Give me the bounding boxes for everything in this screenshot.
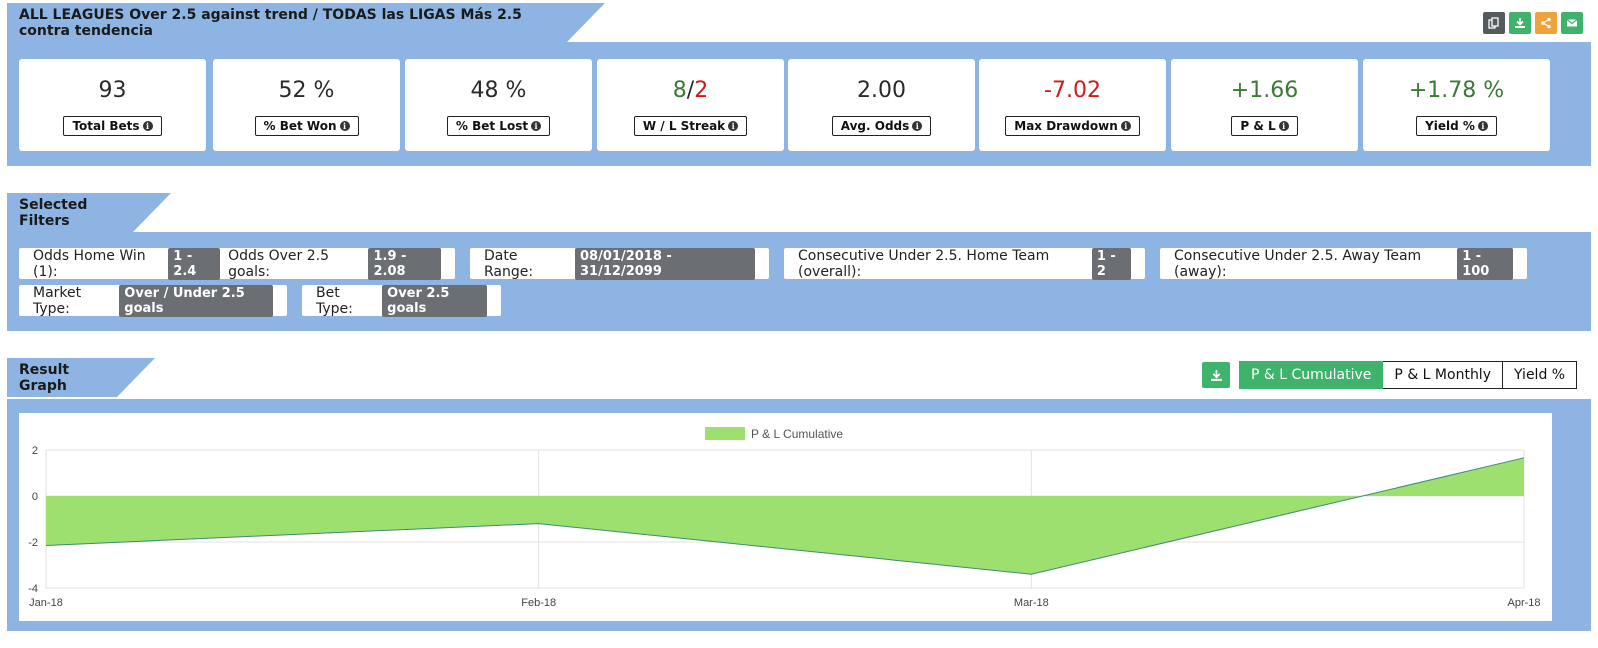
stat-label: % Bet Won <box>263 119 337 133</box>
stat-value: -7.02 <box>1044 78 1101 103</box>
stat-label-button[interactable]: Yield % i <box>1416 116 1497 136</box>
copy-icon[interactable] <box>1483 12 1505 34</box>
filter-value: 1 - 2 <box>1091 247 1131 280</box>
filter-bet-type: Bet Type: Over 2.5 goals <box>302 284 501 317</box>
y-tick-label: -2 <box>28 537 38 549</box>
x-tick-label: Mar-18 <box>1014 597 1049 609</box>
pl-cumulative-chart: 2 0 -2 -4 Jan-18 Feb-18 Mar-18 Apr-18 P & L Cumu… <box>28 427 1541 609</box>
stat-total-bets: 93 Total Bets i <box>19 59 206 151</box>
loss-streak: 2 <box>694 78 709 103</box>
stat-label: Yield % <box>1425 119 1475 133</box>
stat-value: 93 <box>98 78 127 103</box>
stat-label-button[interactable]: % Bet Won i <box>254 116 359 136</box>
tab-pl-cumulative[interactable]: P & L Cumulative <box>1239 361 1384 389</box>
info-icon: i <box>912 121 923 131</box>
download-icon <box>1210 369 1222 381</box>
stat-label: Max Drawdown <box>1014 119 1118 133</box>
info-icon: i <box>1477 121 1488 131</box>
filters-title-text: Selected Filters <box>19 196 88 229</box>
share-icon[interactable] <box>1535 12 1557 34</box>
stat-value: 8/2 <box>673 78 708 104</box>
stat-label-button[interactable]: Total Bets i <box>63 116 162 136</box>
info-icon: i <box>1278 121 1289 131</box>
filter-label: Consecutive Under 2.5. Home Team (overal… <box>798 247 1050 280</box>
graph-download-button[interactable] <box>1202 362 1230 388</box>
filter-label: Odds Over 2.5 goals: <box>228 247 330 280</box>
series-area <box>46 457 1524 575</box>
stat-value: 2.00 <box>857 78 906 103</box>
info-icon: i <box>339 121 350 131</box>
stat-value: 52 % <box>278 78 335 103</box>
stat-label: % Bet Lost <box>455 119 529 133</box>
streak-separator: / <box>686 78 695 103</box>
page-title-text: ALL LEAGUES Over 2.5 against trend / TOD… <box>19 6 522 39</box>
info-icon: i <box>531 121 542 131</box>
stat-wl-streak: 8/2 W / L Streak i <box>597 59 784 151</box>
filter-label: Consecutive Under 2.5. Away Team (away): <box>1174 247 1422 280</box>
stat-label: W / L Streak <box>642 119 726 133</box>
stat-label: Avg. Odds <box>840 119 910 133</box>
x-tick-label: Feb-18 <box>521 597 556 609</box>
email-icon[interactable] <box>1561 12 1583 34</box>
x-tick-label: Apr-18 <box>1507 597 1540 609</box>
stat-value: +1.78 % <box>1408 78 1505 103</box>
graph-title: Result Graph <box>7 358 155 397</box>
stat-label-button[interactable]: Avg. Odds i <box>831 116 932 136</box>
filter-value: 1.9 - 2.08 <box>368 247 441 280</box>
info-icon: i <box>1120 121 1131 131</box>
chart-container: 2 0 -2 -4 Jan-18 Feb-18 Mar-18 Apr-18 P & L Cumu… <box>19 413 1552 621</box>
filter-date-range: Date Range: 08/01/2018 - 31/12/2099 <box>470 247 769 280</box>
filter-market-type: Market Type: Over / Under 2.5 goals <box>19 284 287 317</box>
filter-label: Odds Home Win (1): <box>33 247 146 280</box>
stat-label: P & L <box>1240 119 1276 133</box>
page-title: ALL LEAGUES Over 2.5 against trend / TOD… <box>7 3 605 42</box>
filter-consecutive-home: Consecutive Under 2.5. Home Team (overal… <box>784 247 1145 280</box>
filter-label: Market Type: <box>33 284 82 317</box>
stat-max-drawdown: -7.02 Max Drawdown i <box>979 59 1166 151</box>
filter-consecutive-away: Consecutive Under 2.5. Away Team (away):… <box>1160 247 1527 280</box>
stat-bet-won: 52 % % Bet Won i <box>213 59 400 151</box>
graph-mode-selector: P & L Cumulative P & L Monthly Yield % <box>1239 361 1578 389</box>
tab-pl-monthly[interactable]: P & L Monthly <box>1383 361 1503 389</box>
info-icon: i <box>728 121 739 131</box>
win-streak: 8 <box>672 78 687 103</box>
legend-swatch <box>705 427 745 440</box>
tab-yield[interactable]: Yield % <box>1503 361 1578 389</box>
y-tick-label: 2 <box>32 445 38 457</box>
filter-label: Date Range: <box>484 247 534 280</box>
download-icon[interactable] <box>1509 12 1531 34</box>
stat-avg-odds: 2.00 Avg. Odds i <box>788 59 975 151</box>
stat-yield: +1.78 % Yield % i <box>1363 59 1550 151</box>
stat-bet-lost: 48 % % Bet Lost i <box>405 59 592 151</box>
y-tick-label: -4 <box>28 583 38 595</box>
header-actions <box>1483 12 1583 34</box>
stat-value: 48 % <box>470 78 527 103</box>
stat-label-button[interactable]: Max Drawdown i <box>1005 116 1140 136</box>
filters-title: Selected Filters <box>7 193 171 232</box>
filter-value: 1 - 2.4 <box>168 247 221 280</box>
filter-value: 1 - 100 <box>1457 247 1513 280</box>
filter-label: Bet Type: <box>316 284 353 317</box>
filter-value: Over / Under 2.5 goals <box>119 284 273 317</box>
legend-label: P & L Cumulative <box>751 427 843 441</box>
stat-label-button[interactable]: % Bet Lost i <box>446 116 551 136</box>
graph-title-text: Result Graph <box>19 361 70 394</box>
filter-value: Over 2.5 goals <box>382 284 487 317</box>
info-icon: i <box>142 121 153 131</box>
x-tick-label: Jan-18 <box>29 597 63 609</box>
stat-label-button[interactable]: W / L Streak i <box>633 116 748 136</box>
stat-label: Total Bets <box>72 119 140 133</box>
y-tick-label: 0 <box>32 491 38 503</box>
filter-odds: Odds Home Win (1): 1 - 2.4 Odds Over 2.5… <box>19 247 455 280</box>
series-line <box>45 457 1525 575</box>
stat-value: +1.66 <box>1230 78 1299 103</box>
filter-value: 08/01/2018 - 31/12/2099 <box>575 247 755 280</box>
